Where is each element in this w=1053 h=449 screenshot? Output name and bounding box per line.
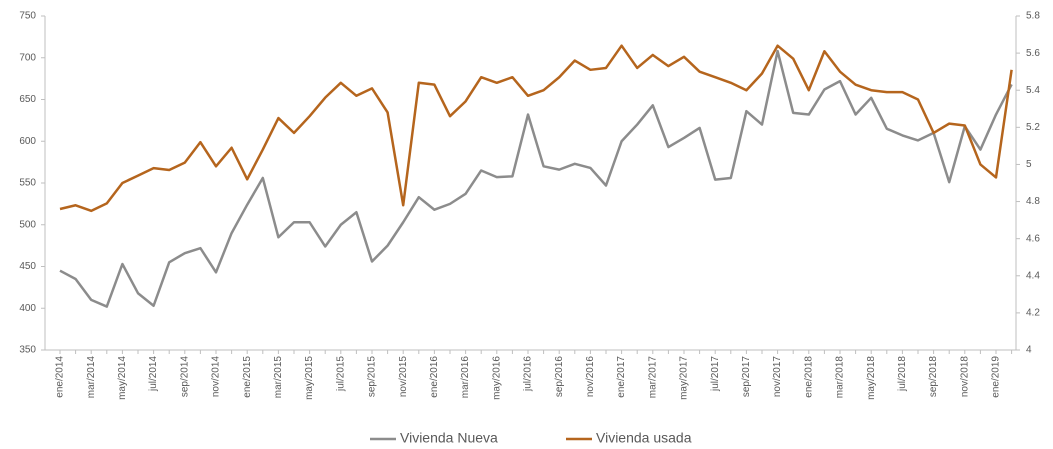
x-tick-label: may/2018 (866, 356, 877, 400)
y2-tick-label: 5.6 (1026, 48, 1040, 59)
y-tick-label: 400 (19, 303, 36, 314)
x-tick-label: may/2016 (491, 356, 502, 400)
x-tick-label: nov/2014 (211, 356, 222, 398)
x-tick-label: ene/2015 (242, 356, 253, 398)
y2-tick-label: 5.4 (1026, 85, 1040, 96)
y-tick-label: 650 (19, 94, 36, 105)
y2-tick-label: 5 (1026, 159, 1032, 170)
y2-tick-label: 4.2 (1026, 308, 1040, 319)
x-tick-label: mar/2015 (273, 356, 284, 399)
series-line (59, 49, 1013, 308)
x-tick-label: nov/2015 (398, 356, 409, 398)
x-tick-label: nov/2017 (772, 356, 783, 398)
y-tick-label: 700 (19, 52, 36, 63)
x-tick-label: sep/2015 (367, 356, 378, 398)
legend-label: Vivienda usada (596, 430, 692, 446)
y-tick-label: 750 (19, 11, 36, 22)
y-tick-label: 550 (19, 178, 36, 189)
legend-label: Vivienda Nueva (400, 430, 498, 446)
y2-tick-label: 4.6 (1026, 233, 1040, 244)
x-tick-label: sep/2016 (554, 356, 565, 398)
y-tick-label: 350 (19, 345, 36, 356)
y2-tick-label: 5.8 (1026, 11, 1040, 22)
y2-tick-label: 4 (1026, 345, 1032, 356)
y-tick-label: 450 (19, 261, 36, 272)
x-tick-label: nov/2018 (959, 356, 970, 398)
x-tick-label: ene/2016 (429, 356, 440, 398)
x-tick-label: mar/2016 (460, 356, 471, 399)
x-tick-label: sep/2017 (741, 356, 752, 398)
y-tick-label: 600 (19, 136, 36, 147)
x-tick-label: nov/2016 (585, 356, 596, 398)
y2-tick-label: 5.2 (1026, 122, 1040, 133)
x-tick-label: may/2015 (304, 356, 315, 400)
series-line (59, 44, 1013, 213)
x-tick-label: ene/2019 (991, 356, 1002, 398)
x-tick-label: mar/2014 (86, 356, 97, 399)
x-tick-label: mar/2018 (835, 356, 846, 399)
y2-tick-label: 4.8 (1026, 196, 1040, 207)
x-tick-label: jul/2018 (897, 356, 908, 392)
x-tick-label: ene/2017 (616, 356, 627, 398)
x-tick-label: jul/2015 (335, 356, 346, 392)
x-tick-label: ene/2018 (803, 356, 814, 398)
x-tick-label: jul/2014 (148, 356, 159, 392)
x-tick-label: jul/2016 (523, 356, 534, 392)
x-tick-label: ene/2014 (55, 356, 66, 398)
x-tick-label: may/2014 (117, 356, 128, 400)
x-tick-label: mar/2017 (647, 356, 658, 399)
y2-tick-label: 4.4 (1026, 270, 1040, 281)
x-tick-label: may/2017 (679, 356, 690, 400)
x-tick-label: sep/2018 (928, 356, 939, 398)
x-tick-label: jul/2017 (710, 356, 721, 392)
x-tick-label: sep/2014 (179, 356, 190, 398)
y-tick-label: 500 (19, 219, 36, 230)
